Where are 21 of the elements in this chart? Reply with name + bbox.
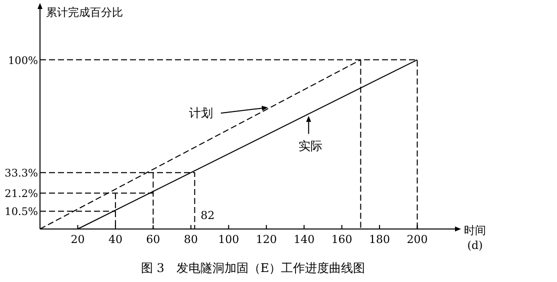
xtick: 140 — [294, 233, 315, 246]
ytick: 10.5% — [4, 206, 38, 218]
ytick: 21.2% — [4, 188, 38, 200]
series-name: 计划 — [188, 106, 213, 120]
xtick: 40 — [108, 233, 122, 246]
xlabel: 时间 — [464, 224, 486, 237]
annotation: 82 — [200, 209, 215, 222]
ytick: 33.3% — [4, 168, 38, 180]
annotation: (d) — [467, 239, 483, 252]
xtick: 120 — [256, 233, 277, 246]
ytick: 100% — [8, 54, 38, 67]
xtick: 180 — [369, 233, 390, 246]
xtick: 160 — [331, 233, 352, 246]
xtick: 60 — [146, 233, 160, 246]
xtick: 200 — [406, 233, 428, 246]
series-name: 实际 — [298, 138, 323, 153]
ylabel: 累计完成百分比 — [46, 6, 123, 19]
xtick: 100 — [218, 233, 240, 246]
xtick: 20 — [70, 233, 85, 246]
title: 图 3 发电隧洞加固（E）工作进度曲线图 — [140, 261, 366, 275]
xtick: 80 — [184, 233, 198, 246]
